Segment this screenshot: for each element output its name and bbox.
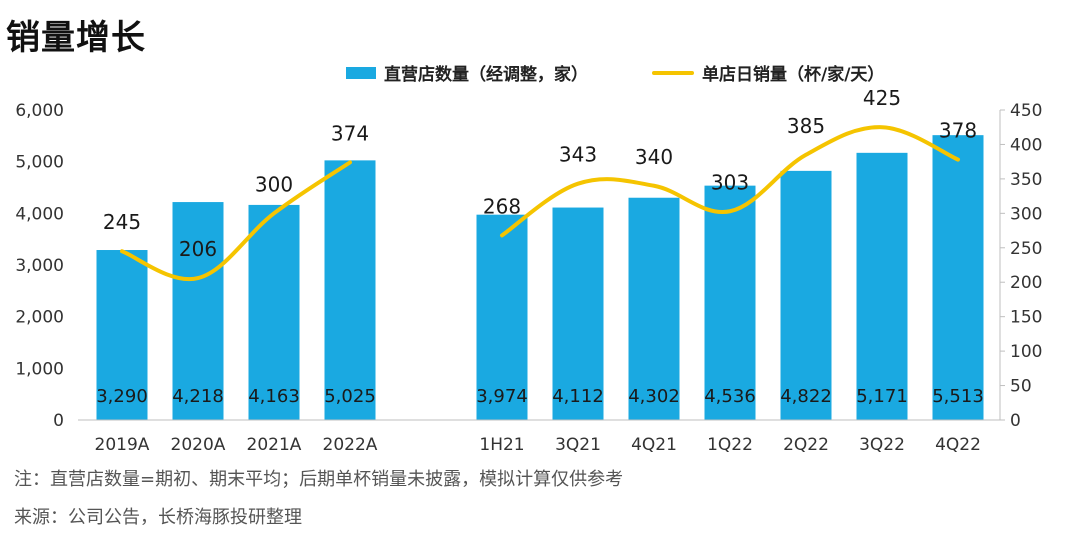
line-data-label: 374 (331, 121, 369, 145)
right-axis-tick-label: 100 (1010, 342, 1042, 362)
right-axis-tick-label: 350 (1010, 170, 1042, 190)
legend-bar-swatch (346, 66, 376, 79)
left-axis-tick-label: 5,000 (15, 153, 64, 173)
left-axis-tick-label: 2,000 (15, 308, 64, 328)
right-axis: 0 50 100 150 200 250 300 350 400 450 (999, 101, 1042, 431)
legend-bar-label: 直营店数量（经调整，家） (384, 65, 588, 85)
bar (96, 250, 148, 420)
bar (932, 135, 984, 420)
bar (248, 204, 300, 420)
bar-data-label: 4,163 (248, 386, 300, 407)
x-axis-labels: 2019A 2020A 2021A 2022A 1H21 3Q21 4Q21 1Q22 2Q22… (78, 419, 1000, 455)
line-data-label: 206 (179, 237, 217, 261)
x-axis-tick-label: 2Q22 (783, 435, 829, 455)
bar (552, 207, 604, 420)
bar (704, 185, 756, 420)
line-data-label: 385 (787, 114, 825, 138)
left-axis-tick-label: 6,000 (15, 101, 64, 121)
right-axis-tick-label: 50 (1010, 377, 1032, 397)
legend-line-series: 单店日销量（杯/家/天） (652, 60, 884, 85)
bar-data-label: 5,513 (932, 386, 984, 407)
line-data-label: 343 (559, 143, 597, 167)
x-axis-tick-label: 1Q22 (707, 435, 753, 455)
line-data-label: 268 (483, 194, 521, 218)
x-axis-tick-label: 2022A (323, 435, 378, 455)
bar (628, 197, 680, 420)
x-axis-tick-label: 2020A (171, 435, 226, 455)
right-axis-tick-label: 200 (1010, 273, 1042, 293)
left-axis-tick-label: 3,000 (15, 256, 64, 276)
bar-data-label: 3,290 (96, 386, 148, 407)
bar-data-label: 4,112 (552, 386, 604, 407)
line-series: 245 206 300 374 268 343 340 303 385 425 378 (103, 86, 977, 282)
right-axis-tick-label: 150 (1010, 308, 1042, 328)
right-axis-tick-label: 300 (1010, 204, 1042, 224)
bar-data-label: 4,822 (780, 386, 832, 407)
line-data-label: 378 (939, 119, 977, 143)
legend-line-label: 单店日销量（杯/家/天） (702, 65, 885, 85)
right-axis-tick-label: 0 (1010, 411, 1021, 431)
right-axis-tick-label: 450 (1010, 101, 1042, 121)
left-axis-tick-label: 0 (53, 411, 64, 431)
chart-title: 销量增长 (6, 18, 146, 58)
x-axis-tick-label: 3Q22 (859, 435, 905, 455)
bar-data-label: 5,171 (856, 386, 908, 407)
x-axis-tick-label: 4Q22 (935, 435, 981, 455)
line-data-label: 340 (635, 145, 673, 169)
x-axis-tick-label: 4Q21 (631, 435, 677, 455)
x-axis-tick-label: 3Q21 (555, 435, 601, 455)
line-data-label: 245 (103, 210, 141, 234)
line-data-label: 300 (255, 172, 293, 196)
left-axis: 0 1,000 2,000 3,000 4,000 5,000 6,000 (15, 101, 64, 431)
left-axis-tick-label: 4,000 (15, 204, 64, 224)
bar-data-label: 4,302 (628, 386, 680, 407)
legend-line-swatch (652, 70, 694, 75)
bar (780, 170, 832, 420)
footnote: 注：直营店数量=期初、期末平均；后期单杯销量未披露，模拟计算仅供参考 (14, 469, 624, 490)
line-data-label: 303 (711, 170, 749, 194)
right-axis-tick-label: 250 (1010, 239, 1042, 259)
bar (856, 152, 908, 420)
x-axis-tick-label: 1H21 (479, 435, 524, 455)
bar-data-label: 4,218 (172, 386, 224, 407)
bar-data-label: 3,974 (476, 386, 528, 407)
bar-data-label: 5,025 (324, 386, 376, 407)
bar (476, 214, 528, 420)
line-data-label: 425 (863, 86, 901, 110)
source-note: 来源：公司公告，长桥海豚投研整理 (14, 507, 302, 528)
left-axis-tick-label: 1,000 (15, 359, 64, 379)
right-axis-tick-label: 400 (1010, 135, 1042, 155)
bar-series: 3,290 4,218 4,163 5,025 3,974 4,112 4,302 4,536… (96, 135, 984, 420)
bar (324, 160, 376, 420)
bar-data-label: 4,536 (704, 386, 756, 407)
x-axis-tick-label: 2021A (247, 435, 302, 455)
line-series-path (500, 125, 960, 238)
legend-bar-series: 直营店数量（经调整，家） (346, 60, 588, 85)
x-axis-tick-label: 2019A (95, 435, 150, 455)
bar (172, 202, 224, 420)
line-series-path (120, 160, 352, 282)
